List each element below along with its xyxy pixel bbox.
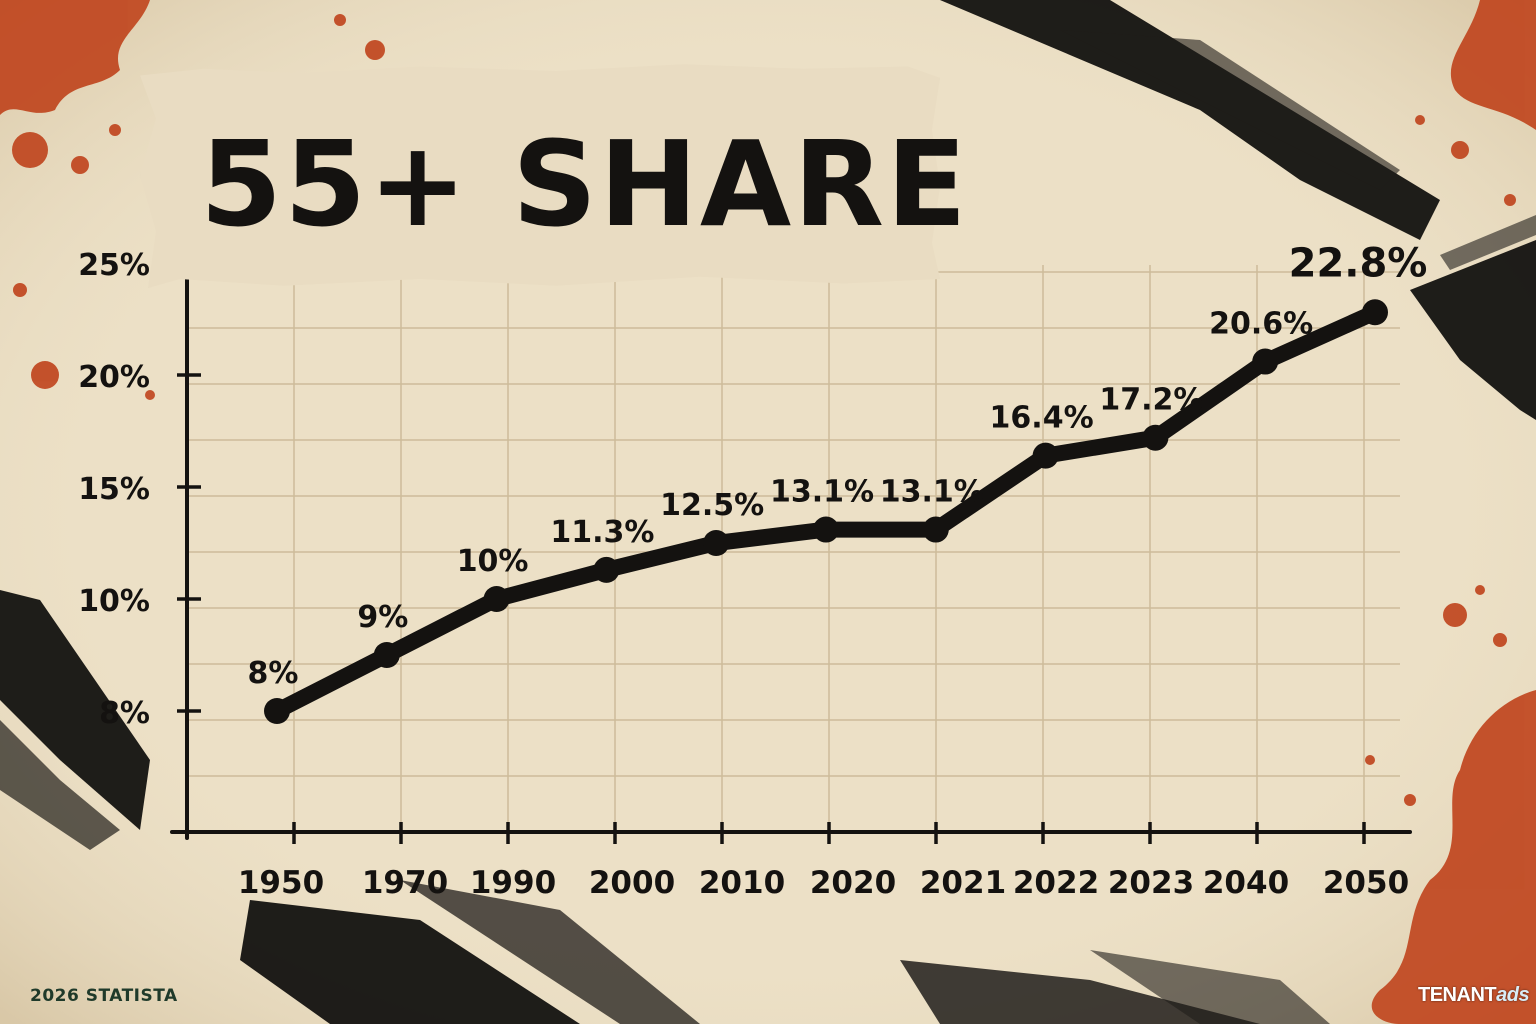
x-axis-ticks: 1950 1970 1990 2000 2010 2020 2021 2022 2023 2040…: [238, 822, 1409, 901]
x-tick-label: 2040: [1203, 865, 1289, 901]
data-label: 11.3%: [550, 515, 654, 550]
x-tick-label: 1970: [362, 865, 448, 901]
data-label: 9%: [357, 600, 408, 635]
brand-logo: TENANTads: [1418, 984, 1530, 1007]
x-tick-label: 2023: [1108, 865, 1194, 901]
y-tick-label: 20%: [78, 360, 150, 395]
data-point: [703, 530, 730, 556]
data-point: [922, 516, 949, 543]
x-tick-label: 2020: [810, 865, 896, 901]
x-tick-label: 2050: [1323, 865, 1409, 901]
x-tick-label: 2021: [920, 865, 1006, 901]
data-point: [264, 698, 290, 724]
brand-name: TENANT: [1418, 984, 1497, 1006]
chart-title: 55+ SHARE: [200, 115, 969, 253]
source-footer: 2026 STATISTA: [30, 986, 178, 1006]
data-point: [813, 516, 839, 543]
data-label: 16.4%: [990, 401, 1094, 436]
data-label: 22.8%: [1289, 240, 1428, 286]
data-point: [1362, 299, 1388, 326]
x-tick-label: 2010: [699, 865, 785, 901]
y-tick-label: 8%: [99, 696, 150, 731]
data-label: 13.1%: [880, 475, 984, 510]
y-tick-label: 15%: [78, 472, 150, 507]
data-point: [373, 642, 400, 668]
title-paper-patch: [140, 64, 940, 288]
x-tick-label: 2000: [589, 865, 675, 901]
data-label: 12.5%: [660, 488, 764, 523]
x-tick-label: 1950: [238, 865, 324, 901]
data-label: 8%: [248, 656, 299, 691]
data-point: [1252, 348, 1279, 375]
y-tick-label: 10%: [78, 584, 150, 619]
data-point: [593, 556, 620, 583]
y-tick-label: 25%: [78, 248, 150, 283]
data-labels: 8%9%10%11.3%12.5% 13.1% 13.1%16.4%17.2%20.…: [248, 240, 1428, 691]
data-label: 10%: [457, 544, 529, 579]
chart-axes: [170, 263, 1412, 840]
data-points: [264, 299, 1388, 724]
x-tick-label: 1990: [470, 865, 556, 901]
data-label: 20.6%: [1209, 307, 1313, 342]
x-tick-label: 2022: [1013, 865, 1099, 901]
brand-accent: ads: [1496, 984, 1530, 1006]
data-point: [1142, 424, 1169, 451]
data-label: 13.1%: [770, 475, 874, 510]
data-label: 17.2%: [1099, 383, 1203, 418]
data-point: [483, 586, 510, 612]
data-point: [1032, 442, 1059, 469]
